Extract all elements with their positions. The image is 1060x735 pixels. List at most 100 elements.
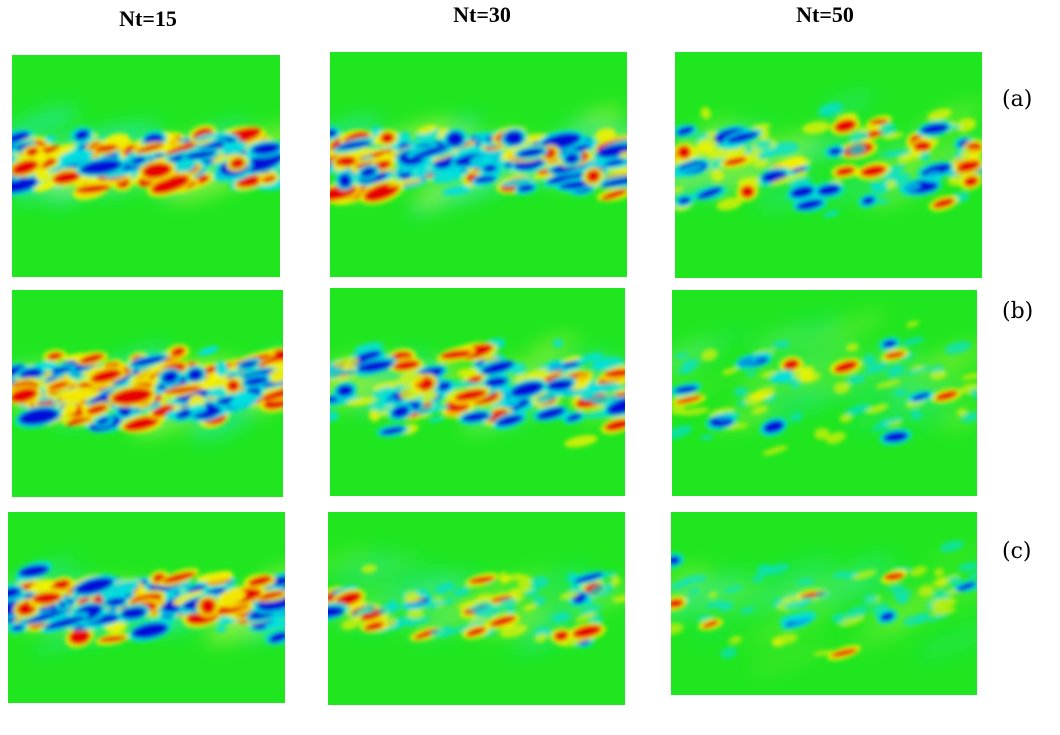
blob [835,166,855,176]
blob [474,175,496,183]
blob [341,617,362,630]
blob [328,606,345,618]
blob [935,390,958,401]
blob [754,160,769,168]
blob [104,169,139,179]
blob [48,381,70,390]
blob [671,556,681,565]
blob [330,129,337,138]
blob [910,409,922,420]
blob [603,159,626,167]
blob [740,606,755,615]
blob [898,182,921,193]
blob [508,586,533,594]
blob [919,151,931,162]
blob [689,587,700,595]
blob [391,405,410,419]
blob [216,625,227,633]
blob [502,398,521,409]
blob [220,141,247,155]
blob [559,591,580,600]
blob [330,367,346,380]
halo-blob [894,381,934,401]
blob [499,597,518,608]
blobs [328,564,625,648]
blob [875,380,902,389]
halo-blob [352,555,427,590]
blob [581,392,596,402]
blob [333,165,345,172]
blob [58,148,94,166]
blob [131,622,169,639]
blob [565,153,579,164]
blob [44,616,86,630]
halo-blob [915,622,977,661]
blob [206,388,227,398]
blob [19,368,43,379]
blobs [330,125,627,205]
blobs [8,560,285,648]
blob [380,426,405,435]
blobs [672,320,977,456]
blob [523,603,537,612]
blob [350,608,369,617]
blob [594,128,616,142]
blob [886,364,905,378]
blob [551,612,571,623]
blob [50,579,71,592]
blob [831,648,858,657]
blob [534,633,549,643]
blob [26,147,39,157]
blob [915,612,931,623]
blob [185,150,217,160]
contour-panel [330,52,627,277]
blob [330,410,339,422]
blob [496,414,524,427]
blob [790,186,815,198]
blob [762,445,788,456]
blob [697,187,723,199]
blob [239,361,258,368]
blob [896,596,910,605]
blob [726,131,759,144]
blob [877,416,904,425]
blob [430,626,457,638]
blob [12,365,26,378]
blob [399,386,423,401]
blob [960,382,977,394]
blob [589,582,614,598]
blob [490,595,513,603]
blob [120,607,147,620]
blob [62,403,78,415]
blob [828,147,842,156]
blob [911,392,930,401]
blob [845,343,859,352]
blob [748,390,772,401]
blob [230,157,245,169]
halo-blob [505,577,589,605]
blob [499,624,528,638]
blob [417,125,438,135]
halo-blob [404,617,449,636]
blob [706,130,717,138]
blob [931,597,957,610]
blob [242,152,280,173]
blob [722,423,749,430]
blob [814,427,830,440]
blob [852,569,877,580]
blob [906,320,920,328]
blob [553,630,569,641]
blob [862,354,876,367]
blob [44,135,56,143]
blob [601,189,627,200]
blob [773,374,787,382]
blob [715,411,741,421]
blob [198,345,219,356]
blob [924,170,943,183]
blob [940,540,964,553]
blob [721,367,739,375]
blob [336,591,362,606]
blob [393,360,420,371]
blobs [671,540,977,661]
blob [701,348,718,362]
